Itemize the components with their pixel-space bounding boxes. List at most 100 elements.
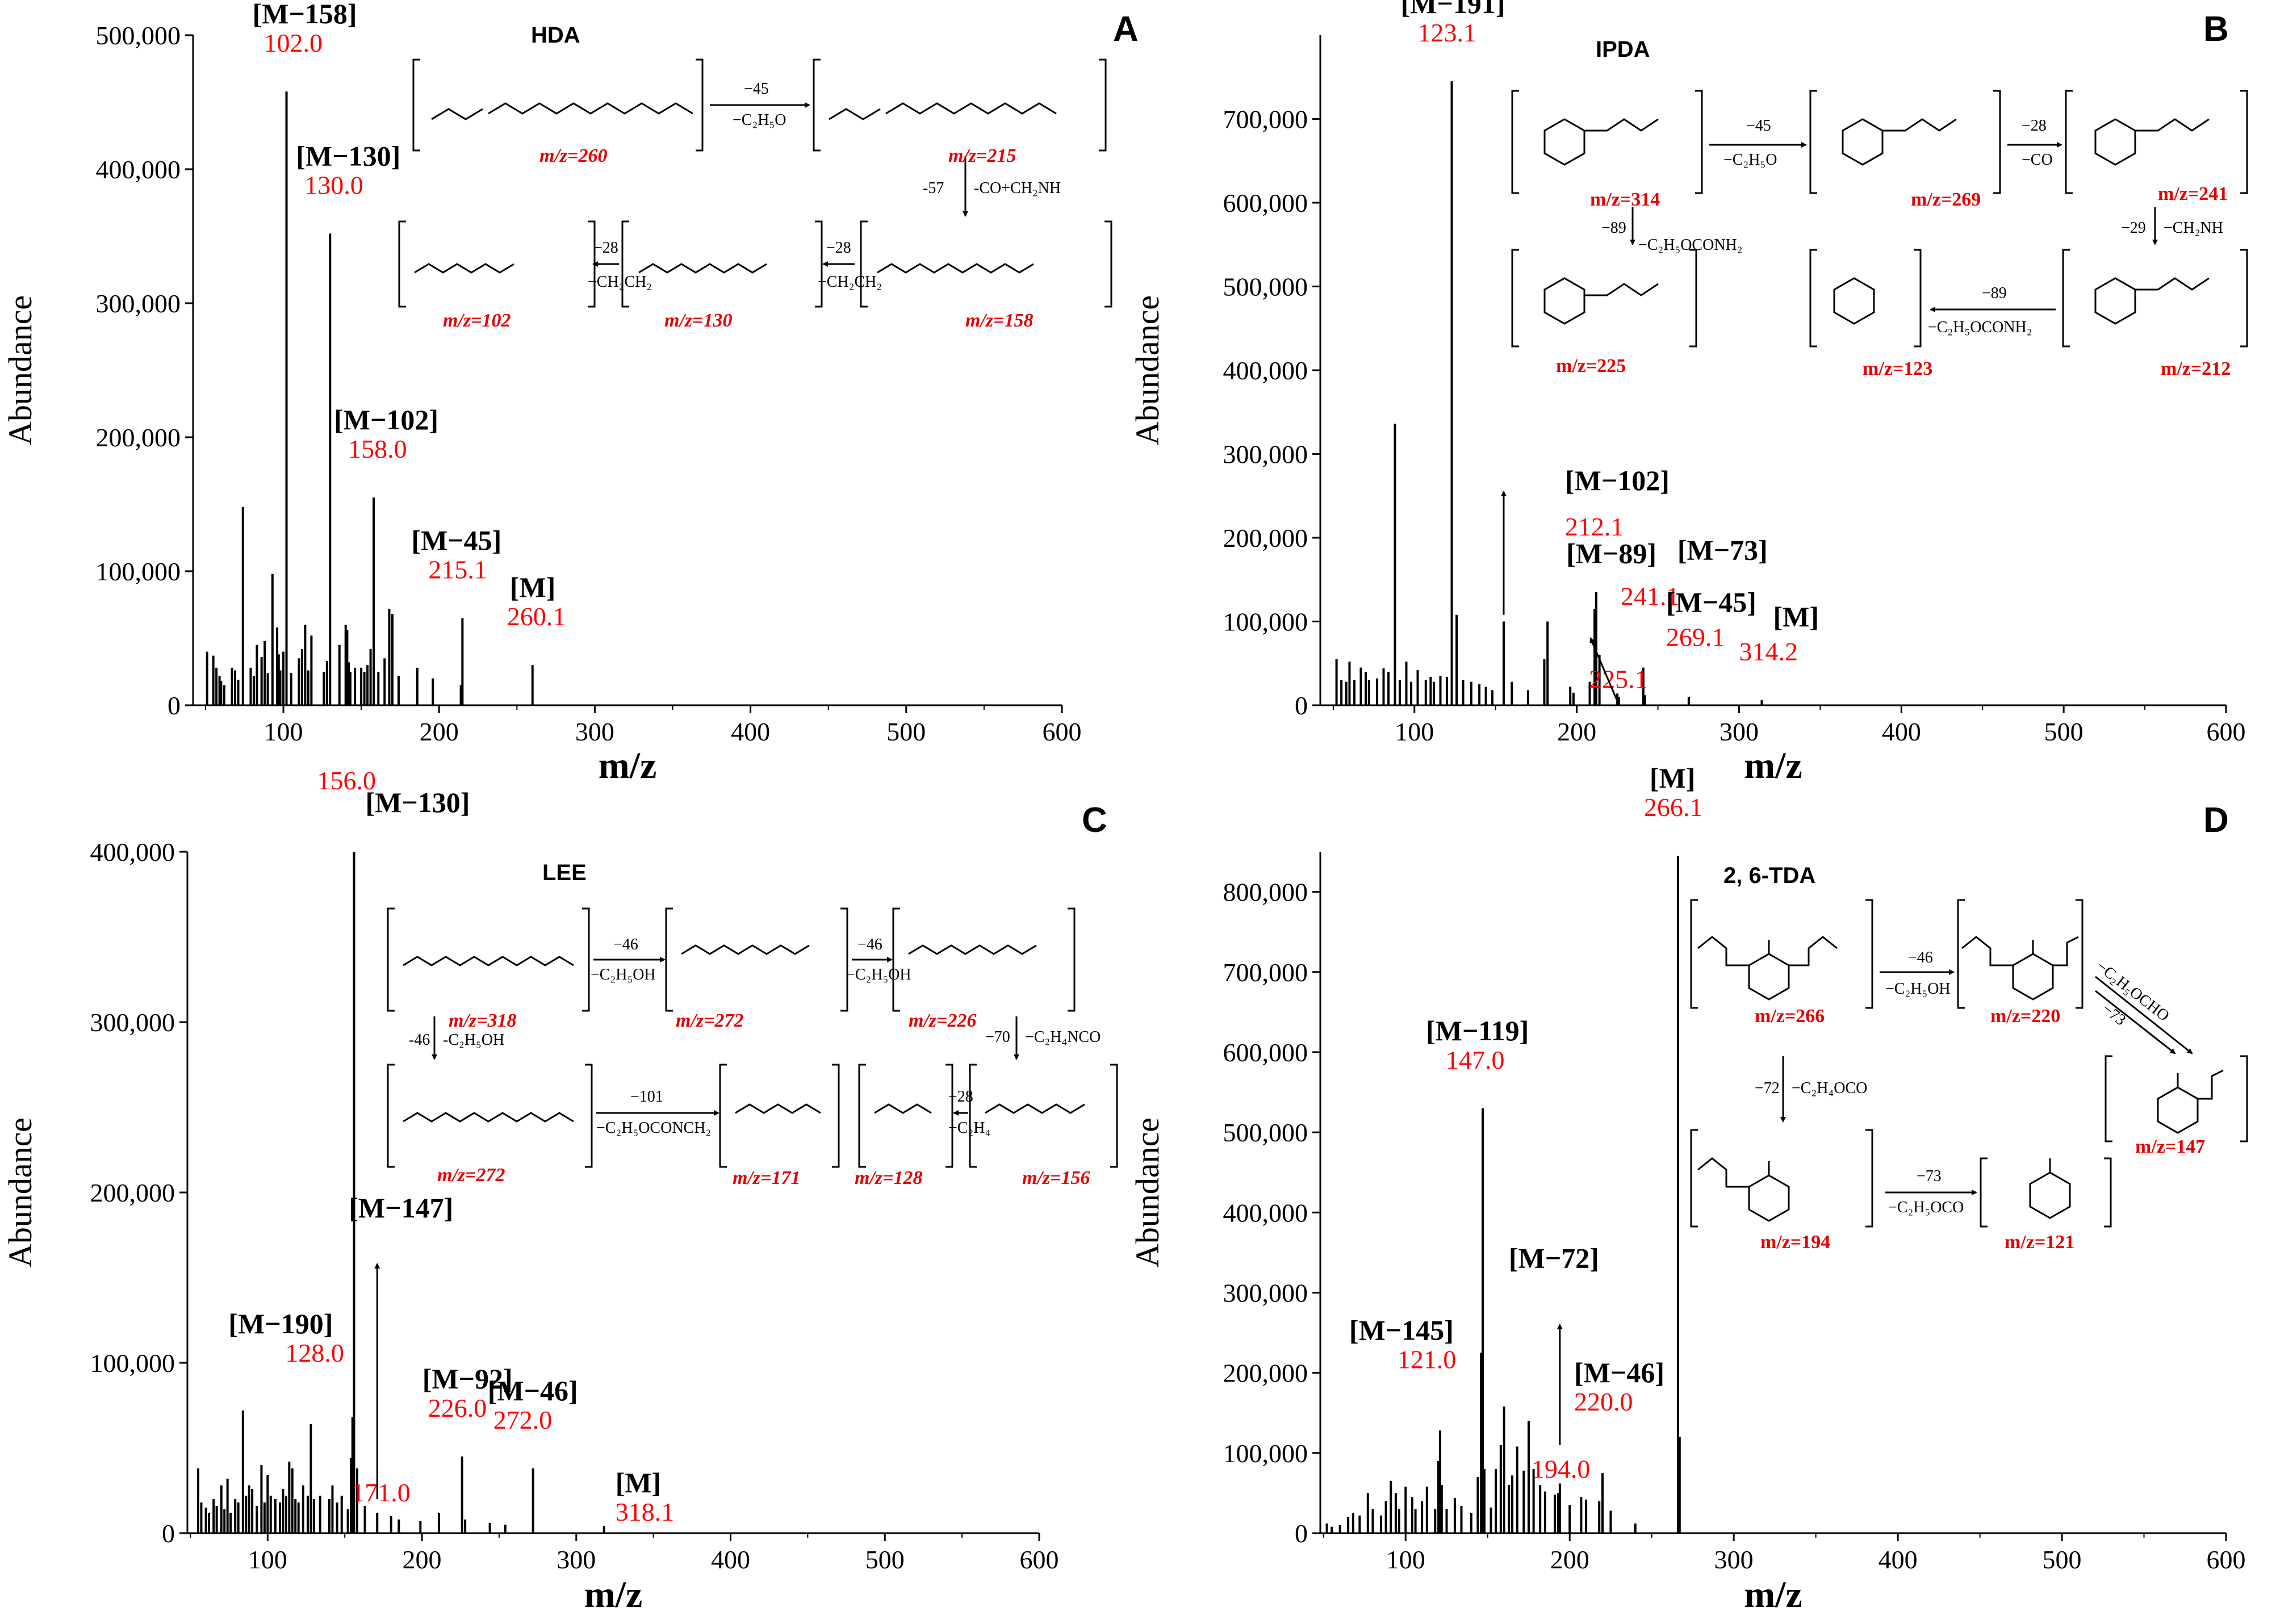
x-axis-label: m/z xyxy=(1744,745,1802,786)
y-tick-label: 100,000 xyxy=(1223,608,1308,637)
scheme-c-arrows xyxy=(432,957,1019,1116)
scheme-b-al-0: −45 xyxy=(1746,117,1771,135)
y-tick-label: 300,000 xyxy=(90,1008,175,1037)
scheme-b-mz-4: m/z=225 xyxy=(1556,355,1626,376)
spectrum-c-plot: 100 200 300 400 500 600 0 100,000 200,000 300,000… xyxy=(2,766,1059,1615)
annotation-d-label: [M−46] xyxy=(1574,1357,1664,1388)
y-tick-label: 500,000 xyxy=(1223,1118,1308,1147)
x-tick-label: 500 xyxy=(865,1545,905,1574)
scheme-a-al-1: −C₂H₅O xyxy=(733,111,786,129)
spectrum-b-plot: 100 200 300 400 500 600 0 100,000 200,000 300,000… xyxy=(1129,0,2246,786)
y-axis-label: Abundance xyxy=(2,1117,39,1267)
x-tick-label: 100 xyxy=(264,717,303,746)
annotation-c-label: [M−147] xyxy=(349,1192,453,1224)
x-tick-label: 200 xyxy=(420,717,459,746)
scheme-d-mz-5: m/z=121 xyxy=(2005,1232,2074,1253)
x-tick-label: 500 xyxy=(886,717,926,746)
scheme-c-al-9: −C₂H₅OCONCH₂ xyxy=(596,1119,711,1137)
scheme-b-al-1: −C₂H₅O xyxy=(1723,151,1777,169)
scheme-d-mz-1: m/z=266 xyxy=(1755,1006,1825,1027)
x-tick-label: 100 xyxy=(1395,717,1434,746)
scheme-a-mz-1: m/z=260 xyxy=(539,145,608,166)
annotation-c-label: [M−130] xyxy=(365,786,470,818)
scheme-a-al-0: −45 xyxy=(744,80,769,98)
y-tick-label: 300,000 xyxy=(1223,440,1308,469)
scheme-c-mz-2: m/z=272 xyxy=(676,1010,744,1031)
annotation-c-mass: 171.0 xyxy=(352,1478,411,1507)
scheme-a-texts: m/z=260 m/z=215 m/z=158 m/z=130 m/z=102 xyxy=(443,145,1034,331)
panel-b-compound-name: IPDA xyxy=(1596,37,1650,62)
annotation-b-label: [M] xyxy=(1773,601,1819,633)
scheme-a xyxy=(398,58,1112,308)
scheme-a-al-4: −28 xyxy=(826,239,851,257)
annotation-a-mass: 260.1 xyxy=(507,602,566,631)
scheme-d-texts: m/z=266 m/z=220 m/z=147 m/z=194 m/z=121 xyxy=(1755,1006,2205,1253)
x-tick-label: 600 xyxy=(1020,1545,1059,1574)
scheme-b-mz-2: m/z=269 xyxy=(1911,189,1981,210)
annotation-d-mass: 266.1 xyxy=(1644,793,1703,822)
scheme-b-al-2: −28 xyxy=(2022,117,2047,135)
y-tick-label: 100,000 xyxy=(1223,1439,1308,1468)
x-tick-label: 100 xyxy=(1386,1545,1425,1574)
annotation-b-label: [M−45] xyxy=(1666,586,1756,618)
y-tick-label: 600,000 xyxy=(1223,189,1308,217)
annotation-c-label: [M−190] xyxy=(228,1308,333,1340)
scheme-c-al-2: −46 xyxy=(857,936,882,953)
spectrum-a-plot: 100 200 300 400 500 600 0 100,000 200,000 300,000… xyxy=(2,0,1082,786)
annotation-d-mass: 121.0 xyxy=(1398,1345,1457,1374)
scheme-c-texts: m/z=318 m/z=272 m/z=226 m/z=272 m/z=171 … xyxy=(437,1010,1090,1188)
y-tick-label: 200,000 xyxy=(1223,524,1308,553)
annotation-b-label: [M−89] xyxy=(1566,537,1656,569)
y-tick-label: 0 xyxy=(1295,691,1308,720)
annotation-d-mass: 194.0 xyxy=(1532,1454,1591,1483)
y-tick-label: 0 xyxy=(1295,1519,1308,1548)
scheme-c-arrow-labels: −46 −C₂H₅OH −46 −C₂H₅OH −70 −C₂H₄NCO -46… xyxy=(409,936,1101,1137)
panel-d-compound-name: 2, 6-TDA xyxy=(1723,863,1815,888)
x-tick-label: 600 xyxy=(2207,1545,2246,1574)
x-tick-label: 200 xyxy=(1550,1545,1589,1574)
scheme-b-mz-5: m/z=212 xyxy=(2161,358,2231,379)
x-tick-label: 400 xyxy=(1882,717,1921,746)
scheme-b-al-3: −CO xyxy=(2022,151,2053,169)
y-tick-label: 700,000 xyxy=(1223,958,1308,987)
scheme-a-al-7: −CH₂CH₂ xyxy=(588,273,652,291)
x-tick-label: 400 xyxy=(731,717,770,746)
y-tick-label: 300,000 xyxy=(96,289,181,318)
scheme-d-al-1: −C₂H₅OH xyxy=(1885,980,1951,998)
scheme-c-mz-5: m/z=171 xyxy=(733,1167,801,1188)
y-tick-label: 500,000 xyxy=(1223,273,1308,302)
x-tick-label: 400 xyxy=(1878,1545,1918,1574)
scheme-a-arrow-labels: −45 −C₂H₅O -57 -CO+CH₂NH −28 −CH₂CH₂ −28… xyxy=(588,80,1061,291)
panel-d: 100 200 300 400 500 600 0 100,000 200,000 300,000… xyxy=(1129,762,2248,1615)
scheme-a-al-3: -CO+CH₂NH xyxy=(974,179,1061,197)
annotation-b-mass: 269.1 xyxy=(1666,622,1725,651)
x-tick-label: 200 xyxy=(403,1545,442,1574)
scheme-c-al-7: -C₂H₅OH xyxy=(443,1031,504,1049)
annotation-b-label: [M−73] xyxy=(1677,534,1768,566)
scheme-a-mz-3: m/z=158 xyxy=(965,310,1034,331)
y-tick-label: 0 xyxy=(168,691,181,720)
scheme-d-mz-2: m/z=220 xyxy=(1990,1006,2060,1027)
scheme-c-al-3: −C₂H₅OH xyxy=(846,966,911,983)
panel-b-letter: B xyxy=(2203,10,2229,49)
y-tick-label: 700,000 xyxy=(1223,105,1308,134)
scheme-d-mz-4: m/z=194 xyxy=(1760,1232,1830,1253)
annotation-b-mass: 123.1 xyxy=(1418,18,1477,47)
scheme-a-al-2: -57 xyxy=(923,179,944,197)
annotation-d-label: [M−119] xyxy=(1426,1015,1529,1047)
annotation-c-label: [M−92] xyxy=(422,1363,513,1395)
spectrum-d-plot: 100 200 300 400 500 600 0 100,000 200,000 300,000… xyxy=(1129,762,2246,1615)
y-tick-label: 500,000 xyxy=(96,21,181,50)
x-tick-label: 300 xyxy=(575,717,614,746)
scheme-c xyxy=(387,907,1118,1168)
y-tick-label: 400,000 xyxy=(90,838,175,867)
annotation-b-mass: 225.1 xyxy=(1589,664,1648,693)
x-axis-label: m/z xyxy=(584,1574,643,1615)
annotation-a-label: [M−130] xyxy=(296,140,400,171)
annotation-d-label: [M−145] xyxy=(1349,1314,1454,1346)
x-axis-label: m/z xyxy=(1744,1574,1802,1615)
y-tick-label: 600,000 xyxy=(1223,1038,1308,1067)
scheme-d-al-0: −46 xyxy=(1908,949,1933,966)
annotation-b-mass: 212.1 xyxy=(1565,512,1624,541)
